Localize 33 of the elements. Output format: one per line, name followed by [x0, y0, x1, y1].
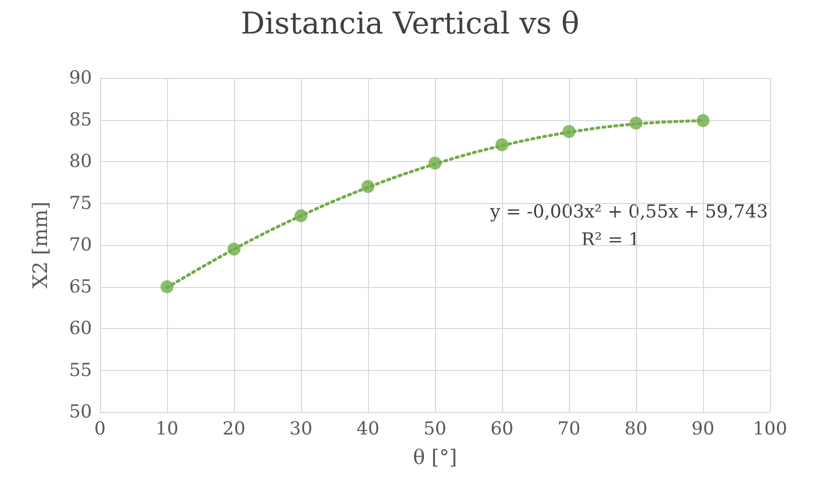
y-tick-label: 90: [69, 68, 92, 88]
y-tick-label: 75: [69, 192, 92, 214]
x-tick-label: 90: [692, 418, 714, 440]
point: [496, 138, 508, 152]
y-tick-label: 55: [69, 360, 92, 381]
x-tick-label: 10: [156, 418, 178, 440]
x-axis-title: θ [°]: [412, 445, 458, 469]
y-axis-title: X2 [mm]: [28, 202, 52, 288]
chart-title: Distancia Vertical vs θ: [240, 6, 580, 42]
y-tick-label: 50: [69, 402, 92, 422]
x-tick-label: 70: [558, 418, 580, 440]
x-tick-label: 0: [94, 418, 106, 440]
point: [160, 280, 174, 294]
x-tick-label: 20: [222, 418, 246, 440]
x-tick-label: 40: [356, 418, 380, 440]
y-tick-label: 80: [69, 151, 92, 172]
x-tick-label: 100: [752, 418, 788, 440]
point: [630, 116, 642, 130]
point: [562, 124, 576, 138]
x-tick-label: 60: [490, 418, 514, 440]
y-tick-label: 85: [69, 109, 92, 130]
point: [228, 242, 240, 256]
point: [696, 114, 710, 128]
point: [294, 209, 308, 222]
y-tick-label: 60: [69, 318, 92, 339]
y-tick-label: 70: [69, 234, 92, 256]
x-tick-label: 50: [424, 418, 446, 440]
point: [428, 156, 442, 170]
annotation: y = -0,003x² + 0,55x + 59,743: [489, 202, 768, 222]
y-tick-label: 65: [69, 276, 92, 298]
point: [362, 180, 374, 194]
x-tick-label: 30: [290, 418, 312, 440]
x-tick-label: 80: [624, 418, 648, 440]
